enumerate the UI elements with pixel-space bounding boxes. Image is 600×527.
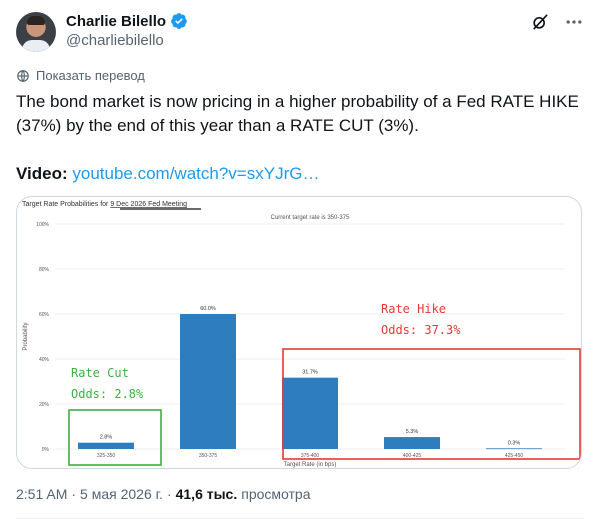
chart-title: Target Rate Probabilities for 9 Dec 2026… [22,201,187,208]
rate-hike-title: Rate Hike [381,302,446,316]
x-tick-label: 350-375 [199,453,218,459]
x-tick-label: 375-400 [301,453,320,459]
post-date[interactable]: 5 мая 2026 г. [80,486,163,502]
y-tick-label: 20% [39,402,50,408]
top-actions [530,12,584,32]
post-time[interactable]: 2:51 AM [16,486,68,502]
views-count: 41,6 тыс. [175,486,238,502]
chart-image[interactable]: Target Rate Probabilities for 9 Dec 2026… [16,196,582,469]
footer-separator: · [71,486,77,502]
chart-subtitle: Current target rate is 350-375 [271,215,350,221]
y-tick-label: 40% [39,357,50,363]
video-label: Video: [16,164,68,183]
verified-badge-icon [171,13,187,29]
y-tick-label: 80% [39,267,50,273]
rate-cut-odds: Odds: 2.8% [71,387,144,401]
y-tick-label: 100% [36,222,49,228]
bar [486,448,542,450]
bar-value-label: 60.0% [200,306,216,312]
x-tick-label: 400-425 [403,453,422,459]
bar [180,314,236,449]
bar [78,442,134,449]
translate-icon [17,69,29,82]
tweet-text: The bond market is now pricing in a high… [16,92,579,135]
views-label: просмотра [241,486,311,502]
bar [282,377,338,449]
x-tick-label: 325-350 [97,453,116,459]
rate-hike-odds: Odds: 37.3% [381,323,461,337]
author-handle[interactable]: @charliebilello [66,32,164,49]
bar [384,437,440,449]
rate-cut-box [68,409,162,466]
y-tick-label: 60% [39,312,50,318]
rate-cut-title: Rate Cut [71,366,129,380]
video-link[interactable]: youtube.com/watch?v=sxYJrG… [72,164,320,183]
bar-value-label: 0.3% [508,440,521,446]
translate-label[interactable]: Показать перевод [36,68,145,83]
y-axis-label: Probability [23,322,29,350]
rate-hike-box [282,348,581,460]
footer-separator: · [166,486,172,502]
rate-probability-chart: Target Rate Probabilities for 9 Dec 2026… [22,201,581,468]
more-options-icon[interactable] [564,12,584,32]
bar-value-label: 31.7% [302,370,318,376]
video-line: Video: youtube.com/watch?v=sxYJrG… [16,162,319,186]
bar-value-label: 5.3% [406,429,419,435]
author-name-row[interactable]: Charlie Bilello [66,12,188,30]
x-axis-label: Target Rate (in bps) [284,462,337,468]
translate-link[interactable]: Показать перевод [16,68,145,83]
x-tick-label: 425-450 [505,453,524,459]
display-name[interactable]: Charlie Bilello [66,12,167,30]
y-tick-label: 0% [42,447,50,453]
divider [16,518,584,519]
tweet-header: Charlie Bilello @charliebilello [16,10,584,60]
bar-value-label: 2.8% [100,435,113,441]
grok-icon[interactable] [530,12,550,32]
tweet-footer: 2:51 AM · 5 мая 2026 г. · 41,6 тыс. прос… [16,486,311,502]
avatar[interactable] [16,12,56,52]
